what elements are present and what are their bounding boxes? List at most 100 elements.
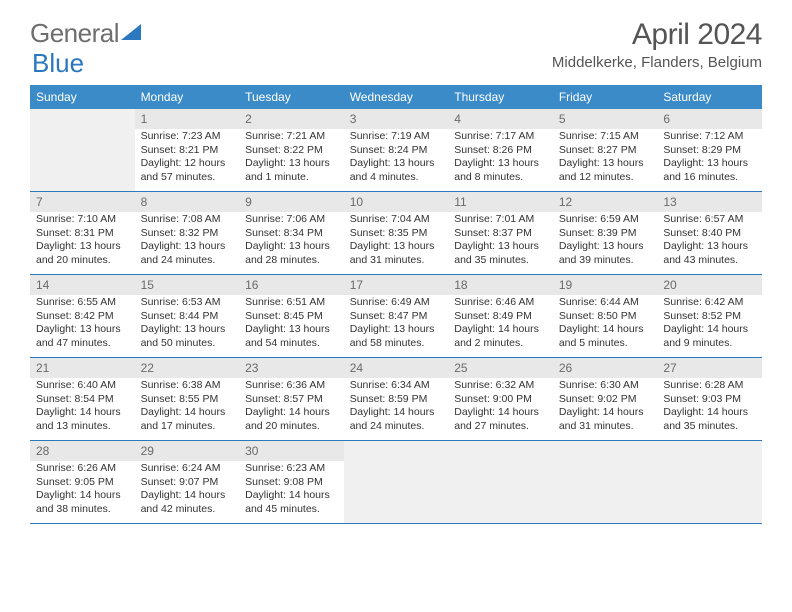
day-number: 23 [239,358,344,378]
sunrise-text: Sunrise: 7:21 AM [245,130,338,143]
day-number: 3 [344,109,449,129]
day-cell: 26Sunrise: 6:30 AMSunset: 9:02 PMDayligh… [553,358,658,440]
sunset-text: Sunset: 9:02 PM [559,393,652,406]
daylight-text: Daylight: 13 hours and 35 minutes. [454,240,547,267]
daylight-text: Daylight: 13 hours and 54 minutes. [245,323,338,350]
sunset-text: Sunset: 9:07 PM [141,476,234,489]
daylight-text: Daylight: 12 hours and 57 minutes. [141,157,234,184]
daylight-text: Daylight: 13 hours and 4 minutes. [350,157,443,184]
title-block: April 2024 Middelkerke, Flanders, Belgiu… [552,18,762,71]
day-number: 25 [448,358,553,378]
sunrise-text: Sunrise: 7:19 AM [350,130,443,143]
day-number: 11 [448,192,553,212]
day-cell: 24Sunrise: 6:34 AMSunset: 8:59 PMDayligh… [344,358,449,440]
sunrise-text: Sunrise: 6:28 AM [663,379,756,392]
sunset-text: Sunset: 8:59 PM [350,393,443,406]
day-cell: 3Sunrise: 7:19 AMSunset: 8:24 PMDaylight… [344,109,449,191]
day-cell-empty [30,109,135,191]
daylight-text: Daylight: 13 hours and 12 minutes. [559,157,652,184]
week-row: 21Sunrise: 6:40 AMSunset: 8:54 PMDayligh… [30,358,762,441]
daylight-text: Daylight: 14 hours and 13 minutes. [36,406,129,433]
day-cell: 7Sunrise: 7:10 AMSunset: 8:31 PMDaylight… [30,192,135,274]
sunrise-text: Sunrise: 7:08 AM [141,213,234,226]
sunset-text: Sunset: 8:35 PM [350,227,443,240]
day-cell: 19Sunrise: 6:44 AMSunset: 8:50 PMDayligh… [553,275,658,357]
day-number: 15 [135,275,240,295]
day-number: 14 [30,275,135,295]
day-cell: 25Sunrise: 6:32 AMSunset: 9:00 PMDayligh… [448,358,553,440]
page-title: April 2024 [552,18,762,52]
sunrise-text: Sunrise: 6:24 AM [141,462,234,475]
daylight-text: Daylight: 13 hours and 50 minutes. [141,323,234,350]
day-cell: 15Sunrise: 6:53 AMSunset: 8:44 PMDayligh… [135,275,240,357]
logo-triangle-icon [121,22,143,42]
day-cell-empty [657,441,762,523]
daylight-text: Daylight: 13 hours and 16 minutes. [663,157,756,184]
logo-text-2: Blue [32,48,84,79]
day-cell: 1Sunrise: 7:23 AMSunset: 8:21 PMDaylight… [135,109,240,191]
daylight-text: Daylight: 13 hours and 47 minutes. [36,323,129,350]
daylight-text: Daylight: 14 hours and 35 minutes. [663,406,756,433]
day-cell: 4Sunrise: 7:17 AMSunset: 8:26 PMDaylight… [448,109,553,191]
day-of-week-header: SundayMondayTuesdayWednesdayThursdayFrid… [30,85,762,109]
header: General April 2024 Middelkerke, Flanders… [0,0,792,79]
daylight-text: Daylight: 13 hours and 8 minutes. [454,157,547,184]
day-number: 27 [657,358,762,378]
sunrise-text: Sunrise: 6:40 AM [36,379,129,392]
sunrise-text: Sunrise: 6:55 AM [36,296,129,309]
sunset-text: Sunset: 8:39 PM [559,227,652,240]
day-cell: 30Sunrise: 6:23 AMSunset: 9:08 PMDayligh… [239,441,344,523]
day-number: 20 [657,275,762,295]
sunrise-text: Sunrise: 6:46 AM [454,296,547,309]
day-number: 29 [135,441,240,461]
sunset-text: Sunset: 9:05 PM [36,476,129,489]
sunrise-text: Sunrise: 7:23 AM [141,130,234,143]
sunrise-text: Sunrise: 6:23 AM [245,462,338,475]
day-cell-empty [448,441,553,523]
day-number: 21 [30,358,135,378]
day-number: 18 [448,275,553,295]
sunrise-text: Sunrise: 6:26 AM [36,462,129,475]
weeks-container: 1Sunrise: 7:23 AMSunset: 8:21 PMDaylight… [30,109,762,524]
daylight-text: Daylight: 14 hours and 42 minutes. [141,489,234,516]
sunrise-text: Sunrise: 6:53 AM [141,296,234,309]
day-cell: 8Sunrise: 7:08 AMSunset: 8:32 PMDaylight… [135,192,240,274]
sunset-text: Sunset: 8:32 PM [141,227,234,240]
daylight-text: Daylight: 14 hours and 20 minutes. [245,406,338,433]
day-cell: 21Sunrise: 6:40 AMSunset: 8:54 PMDayligh… [30,358,135,440]
sunset-text: Sunset: 8:44 PM [141,310,234,323]
daylight-text: Daylight: 13 hours and 39 minutes. [559,240,652,267]
sunrise-text: Sunrise: 6:42 AM [663,296,756,309]
week-row: 7Sunrise: 7:10 AMSunset: 8:31 PMDaylight… [30,192,762,275]
day-cell: 13Sunrise: 6:57 AMSunset: 8:40 PMDayligh… [657,192,762,274]
week-row: 1Sunrise: 7:23 AMSunset: 8:21 PMDaylight… [30,109,762,192]
day-cell: 9Sunrise: 7:06 AMSunset: 8:34 PMDaylight… [239,192,344,274]
dow-cell: Thursday [448,85,553,109]
sunset-text: Sunset: 8:22 PM [245,144,338,157]
sunrise-text: Sunrise: 6:49 AM [350,296,443,309]
sunset-text: Sunset: 9:08 PM [245,476,338,489]
day-cell-empty [553,441,658,523]
day-cell: 29Sunrise: 6:24 AMSunset: 9:07 PMDayligh… [135,441,240,523]
sunset-text: Sunset: 8:27 PM [559,144,652,157]
daylight-text: Daylight: 13 hours and 58 minutes. [350,323,443,350]
daylight-text: Daylight: 13 hours and 31 minutes. [350,240,443,267]
day-cell: 5Sunrise: 7:15 AMSunset: 8:27 PMDaylight… [553,109,658,191]
sunset-text: Sunset: 8:26 PM [454,144,547,157]
sunset-text: Sunset: 8:47 PM [350,310,443,323]
daylight-text: Daylight: 14 hours and 17 minutes. [141,406,234,433]
sunrise-text: Sunrise: 7:15 AM [559,130,652,143]
sunrise-text: Sunrise: 6:57 AM [663,213,756,226]
sunrise-text: Sunrise: 6:30 AM [559,379,652,392]
sunset-text: Sunset: 9:03 PM [663,393,756,406]
logo-text-1: General [30,18,119,49]
dow-cell: Wednesday [344,85,449,109]
daylight-text: Daylight: 14 hours and 27 minutes. [454,406,547,433]
sunset-text: Sunset: 8:57 PM [245,393,338,406]
day-number: 24 [344,358,449,378]
daylight-text: Daylight: 13 hours and 28 minutes. [245,240,338,267]
sunrise-text: Sunrise: 6:59 AM [559,213,652,226]
daylight-text: Daylight: 13 hours and 43 minutes. [663,240,756,267]
week-row: 28Sunrise: 6:26 AMSunset: 9:05 PMDayligh… [30,441,762,524]
daylight-text: Daylight: 13 hours and 1 minute. [245,157,338,184]
